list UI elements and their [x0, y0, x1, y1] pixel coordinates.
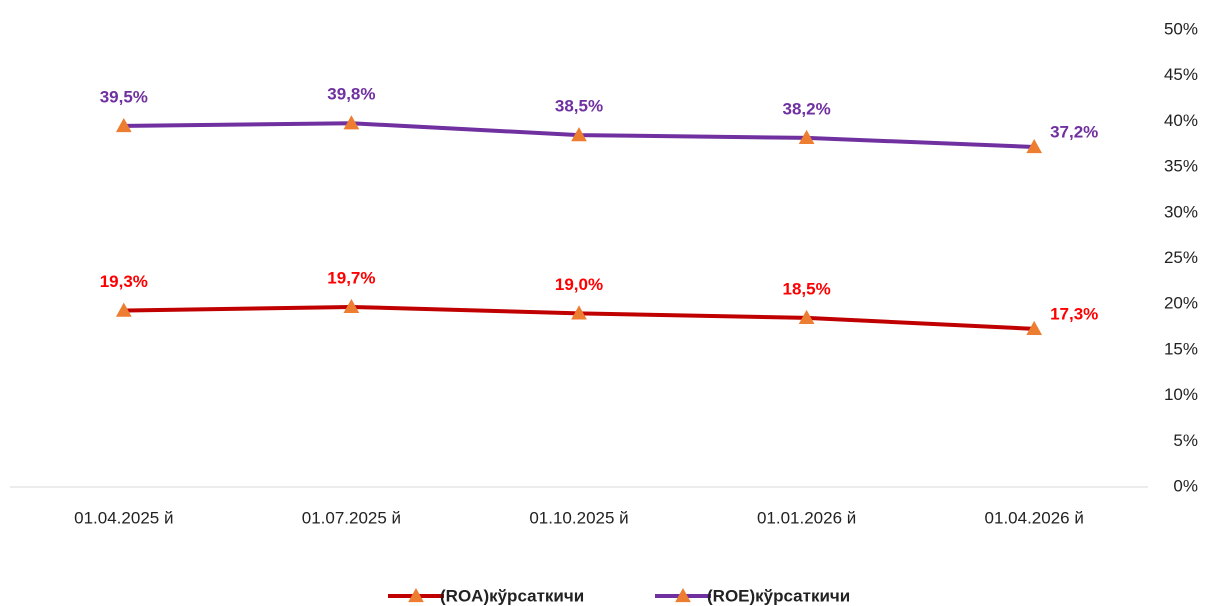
marker [1026, 138, 1043, 154]
legend-marker [408, 587, 424, 603]
y-tick-label: 40% [1164, 111, 1198, 130]
y-tick-label: 10% [1164, 385, 1198, 404]
y-tick-label: 35% [1164, 157, 1198, 176]
data-label: 19,3% [100, 272, 148, 291]
y-tick-label: 50% [1164, 19, 1198, 38]
y-tick-label: 15% [1164, 339, 1198, 358]
data-label: 18,5% [782, 279, 830, 298]
marker [343, 298, 360, 314]
x-tick-label: 01.01.2026 й [757, 508, 856, 527]
y-tick-label: 30% [1164, 202, 1198, 221]
marker [1026, 320, 1043, 335]
x-tick-label: 01.04.2025 й [74, 508, 173, 527]
data-label: 39,8% [327, 85, 375, 104]
marker [571, 305, 587, 320]
marker [798, 309, 815, 325]
data-label: 39,5% [100, 87, 148, 106]
y-tick-label: 0% [1173, 476, 1198, 495]
y-tick-label: 45% [1164, 65, 1198, 84]
marker [798, 129, 815, 144]
marker [571, 127, 587, 142]
y-tick-label: 5% [1173, 431, 1198, 450]
legend-marker [675, 587, 691, 603]
marker [115, 117, 132, 133]
y-tick-label: 25% [1164, 248, 1198, 267]
x-tick-label: 01.04.2026 й [985, 508, 1084, 527]
data-label: 38,5% [555, 97, 603, 116]
data-label: 19,7% [327, 268, 375, 287]
legend-label: (ROA)кўрсаткичи [440, 586, 584, 605]
x-tick-label: 01.07.2025 й [302, 508, 401, 527]
data-label: 38,2% [782, 99, 830, 118]
data-label: 37,2% [1050, 122, 1098, 141]
marker [115, 302, 132, 317]
x-tick-label: 01.10.2025 й [529, 508, 628, 527]
data-label: 19,0% [555, 275, 603, 294]
legend-label: (ROE)кўрсаткичи [707, 586, 850, 605]
marker [343, 115, 360, 130]
data-label: 17,3% [1050, 304, 1098, 323]
y-tick-label: 20% [1164, 294, 1198, 313]
